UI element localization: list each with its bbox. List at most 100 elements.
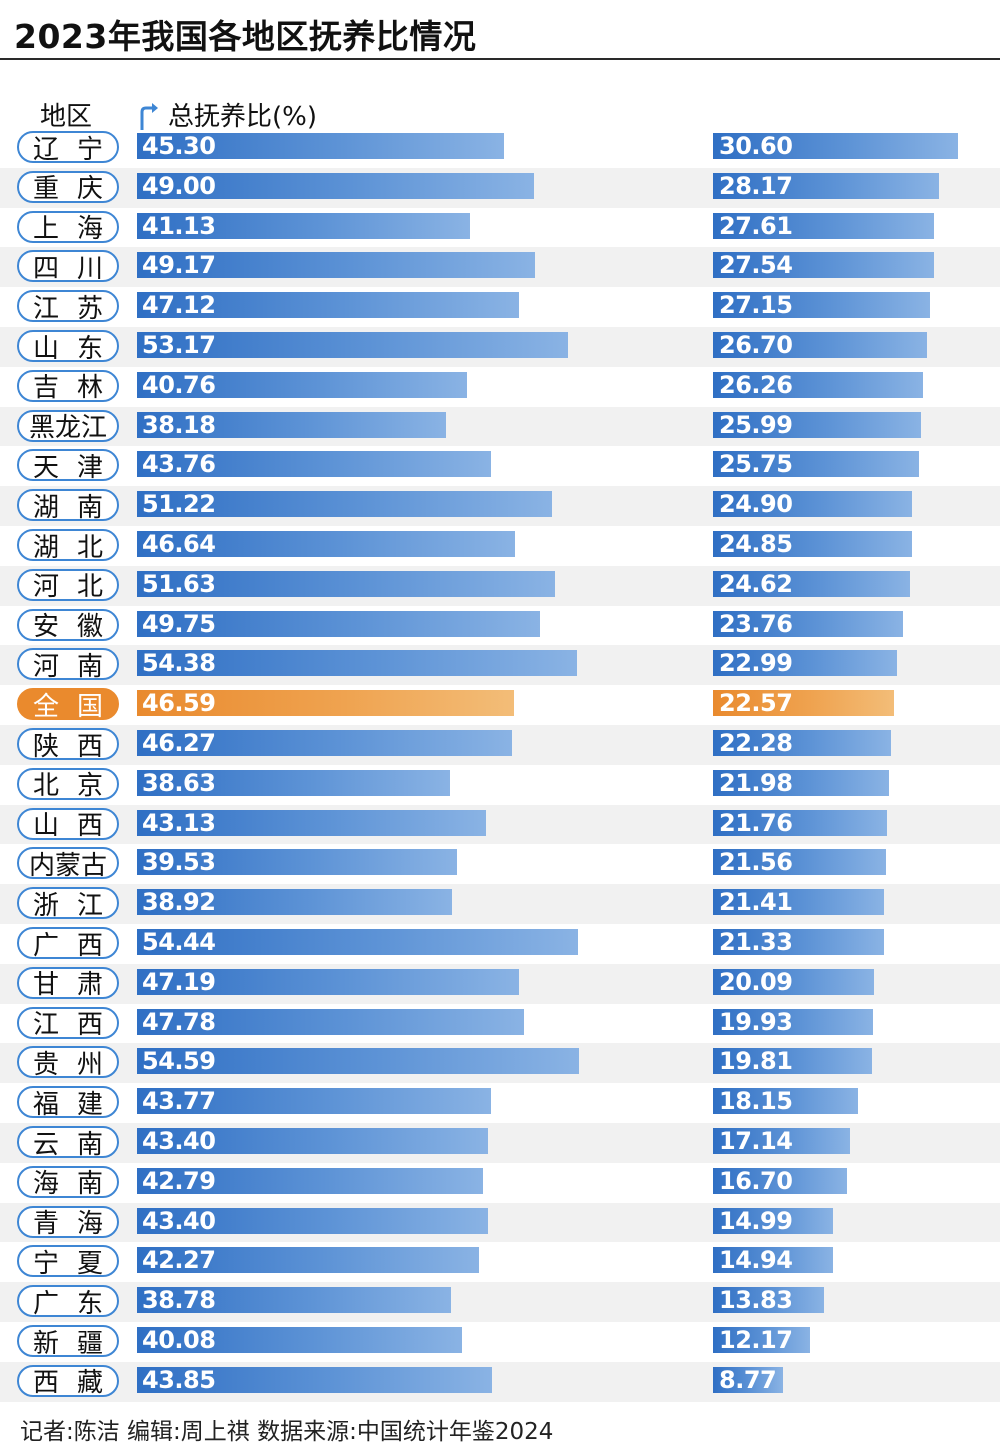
chart-row: 新疆 40.08 12.17 [0, 1322, 1000, 1362]
right-series-value-label: 14.94 [719, 1246, 793, 1275]
region-label: 青海 [17, 1205, 119, 1238]
chart-row: 江西 47.78 19.93 [0, 1004, 1000, 1044]
total-ratio-value-label: 38.78 [142, 1286, 216, 1315]
total-ratio-value-label: 47.19 [142, 967, 216, 996]
right-series-value-label: 30.60 [719, 132, 793, 160]
right-series-value-label: 22.28 [719, 729, 793, 757]
chart-row: 福建 43.77 18.15 [0, 1083, 1000, 1123]
chart-row: 浙江 38.92 21.41 [0, 884, 1000, 924]
chart-row: 吉林 40.76 26.26 [0, 367, 1000, 407]
total-ratio-bar [137, 968, 520, 995]
right-series-value-label: 22.57 [719, 689, 793, 718]
region-label: 陕西 [17, 728, 119, 760]
right-series-bar [713, 929, 884, 955]
total-ratio-bar [137, 411, 447, 438]
total-ratio-value-label: 54.59 [142, 1047, 216, 1076]
total-ratio-bar [137, 172, 534, 199]
total-ratio-value-label: 40.08 [142, 1326, 216, 1354]
title-divider [0, 58, 1000, 60]
region-label: 重庆 [17, 170, 119, 203]
total-ratio-value-label: 47.12 [142, 291, 216, 320]
chart-row: 湖南 51.22 24.90 [0, 486, 1000, 526]
chart-row: 北京 38.63 21.98 [0, 765, 1000, 805]
total-ratio-value-label: 43.76 [142, 450, 216, 479]
right-series-bar [713, 1247, 833, 1274]
total-ratio-bar [137, 1128, 489, 1154]
right-series-bar [713, 451, 920, 478]
region-label: 海南 [17, 1165, 119, 1198]
right-series-value-label: 26.70 [719, 331, 793, 359]
total-ratio-bar [137, 451, 492, 478]
region-label: 山西 [17, 807, 119, 840]
region-label: 湖南 [17, 489, 119, 522]
total-ratio-bar [137, 769, 450, 796]
total-ratio-value-label: 45.30 [142, 132, 216, 160]
chart-row: 河南 54.38 22.99 [0, 645, 1000, 686]
total-ratio-value-label: 43.40 [142, 1206, 216, 1235]
region-label: 江苏 [17, 290, 119, 323]
chart-row: 广西 54.44 21.33 [0, 924, 1000, 964]
chart-row: 安徽 49.75 23.76 [0, 606, 1000, 646]
total-ratio-bar [137, 1207, 489, 1234]
region-label: 内蒙古 [17, 847, 119, 880]
right-column-header-blank [712, 92, 882, 132]
region-label: 四川 [17, 250, 119, 283]
chart-row: 广东 38.78 13.83 [0, 1282, 1000, 1322]
total-ratio-value-label: 47.78 [142, 1007, 216, 1036]
right-series-bar [713, 1088, 859, 1115]
total-ratio-value-label: 51.63 [142, 569, 216, 598]
total-ratio-bar [137, 1167, 484, 1194]
chart-row: 宁夏 42.27 14.94 [0, 1242, 1000, 1282]
total-ratio-bar [137, 929, 578, 955]
total-ratio-bar [137, 690, 515, 717]
right-series-value-label: 13.83 [719, 1286, 793, 1315]
right-series-bar [713, 1008, 873, 1035]
total-ratio-bar [137, 292, 519, 319]
chart-row: 黑龙江 38.18 25.99 [0, 406, 1000, 447]
chart-row: 河北 51.63 24.62 [0, 565, 1000, 606]
total-ratio-bar [137, 730, 512, 756]
total-ratio-bar [137, 371, 468, 398]
right-series-bar [713, 968, 874, 995]
chart-row: 云南 43.40 17.14 [0, 1123, 1000, 1163]
right-series-value-label: 22.99 [719, 649, 793, 678]
total-ratio-value-label: 38.18 [142, 410, 216, 439]
region-label: 上海 [17, 210, 119, 243]
chart-row: 青海 43.40 14.99 [0, 1202, 1000, 1243]
total-ratio-bar [137, 1247, 480, 1274]
right-series-value-label: 21.56 [719, 848, 793, 877]
total-ratio-value-label: 40.76 [142, 370, 216, 399]
right-series-value-label: 27.54 [719, 251, 793, 280]
total-ratio-value-label: 46.64 [142, 530, 216, 558]
right-series-bar [713, 690, 894, 717]
total-ratio-value-label: 51.22 [142, 490, 216, 519]
total-ratio-bar [137, 650, 578, 677]
region-label: 天津 [17, 449, 119, 482]
chart-row: 天津 43.76 25.75 [0, 446, 1000, 486]
right-series-value-label: 24.90 [719, 490, 793, 519]
total-ratio-bar [137, 570, 556, 597]
right-series-bar [713, 570, 911, 597]
total-ratio-value-label: 53.17 [142, 331, 216, 359]
right-series-value-label: 28.17 [719, 171, 793, 200]
region-label: 江西 [17, 1006, 119, 1039]
total-ratio-bar [137, 1088, 492, 1115]
total-ratio-bar [137, 531, 515, 557]
right-series-bar [713, 1327, 811, 1353]
chart-row: 甘肃 47.19 20.09 [0, 963, 1000, 1004]
total-ratio-bar [137, 889, 453, 916]
total-ratio-value-label: 39.53 [142, 848, 216, 877]
chart-row: 辽宁 45.30 30.60 [0, 128, 1000, 168]
total-ratio-value-label: 41.13 [142, 211, 216, 240]
right-series-value-label: 23.76 [719, 609, 793, 638]
right-series-bar [713, 610, 904, 637]
total-ratio-value-label: 46.59 [142, 689, 216, 718]
region-label: 山东 [17, 330, 119, 362]
right-series-bar [713, 212, 935, 239]
total-ratio-bar [137, 1008, 524, 1035]
chart-row: 江苏 47.12 27.15 [0, 287, 1000, 327]
chart-row: 四川 49.17 27.54 [0, 247, 1000, 288]
right-series-bar [713, 1207, 834, 1234]
region-label: 安徽 [17, 608, 119, 641]
